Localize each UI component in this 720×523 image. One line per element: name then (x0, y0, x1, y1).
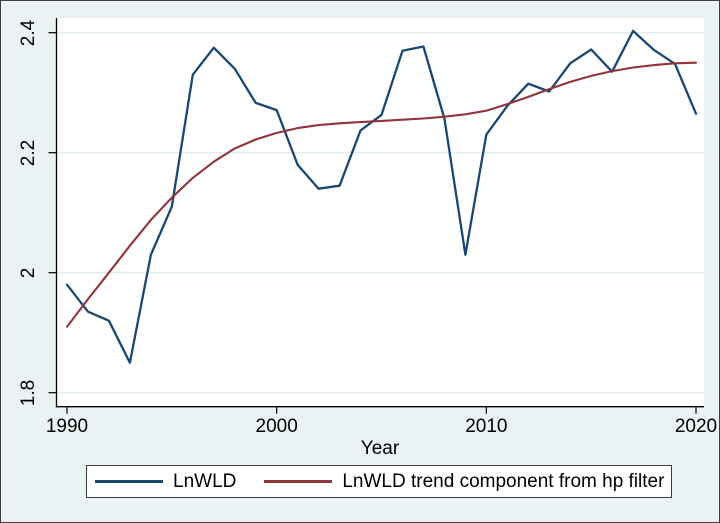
x-tick-label: 2010 (465, 416, 508, 437)
legend-line-sample-lnwld (95, 480, 163, 483)
y-tick-label: 1.8 (18, 379, 39, 406)
legend-line-sample-trend (264, 480, 333, 483)
y-tick-label: 2.4 (18, 19, 39, 46)
legend-label-trend: LnWLD trend component from hp filter (342, 470, 665, 492)
series-line-0 (65, 29, 698, 364)
x-tick-label: 2020 (674, 416, 718, 437)
y-tick-label: 2.2 (18, 139, 39, 166)
legend-label-lnwld: LnWLD (173, 470, 237, 492)
x-tick-label: 2000 (255, 416, 298, 437)
x-tick-label: 1990 (45, 416, 89, 437)
legend: LnWLD LnWLD trend component from hp filt… (86, 465, 672, 498)
series-line-1 (65, 61, 698, 328)
plot-area (56, 18, 704, 407)
y-tick-label: 2 (18, 267, 39, 278)
x-axis-title: Year (360, 438, 400, 459)
